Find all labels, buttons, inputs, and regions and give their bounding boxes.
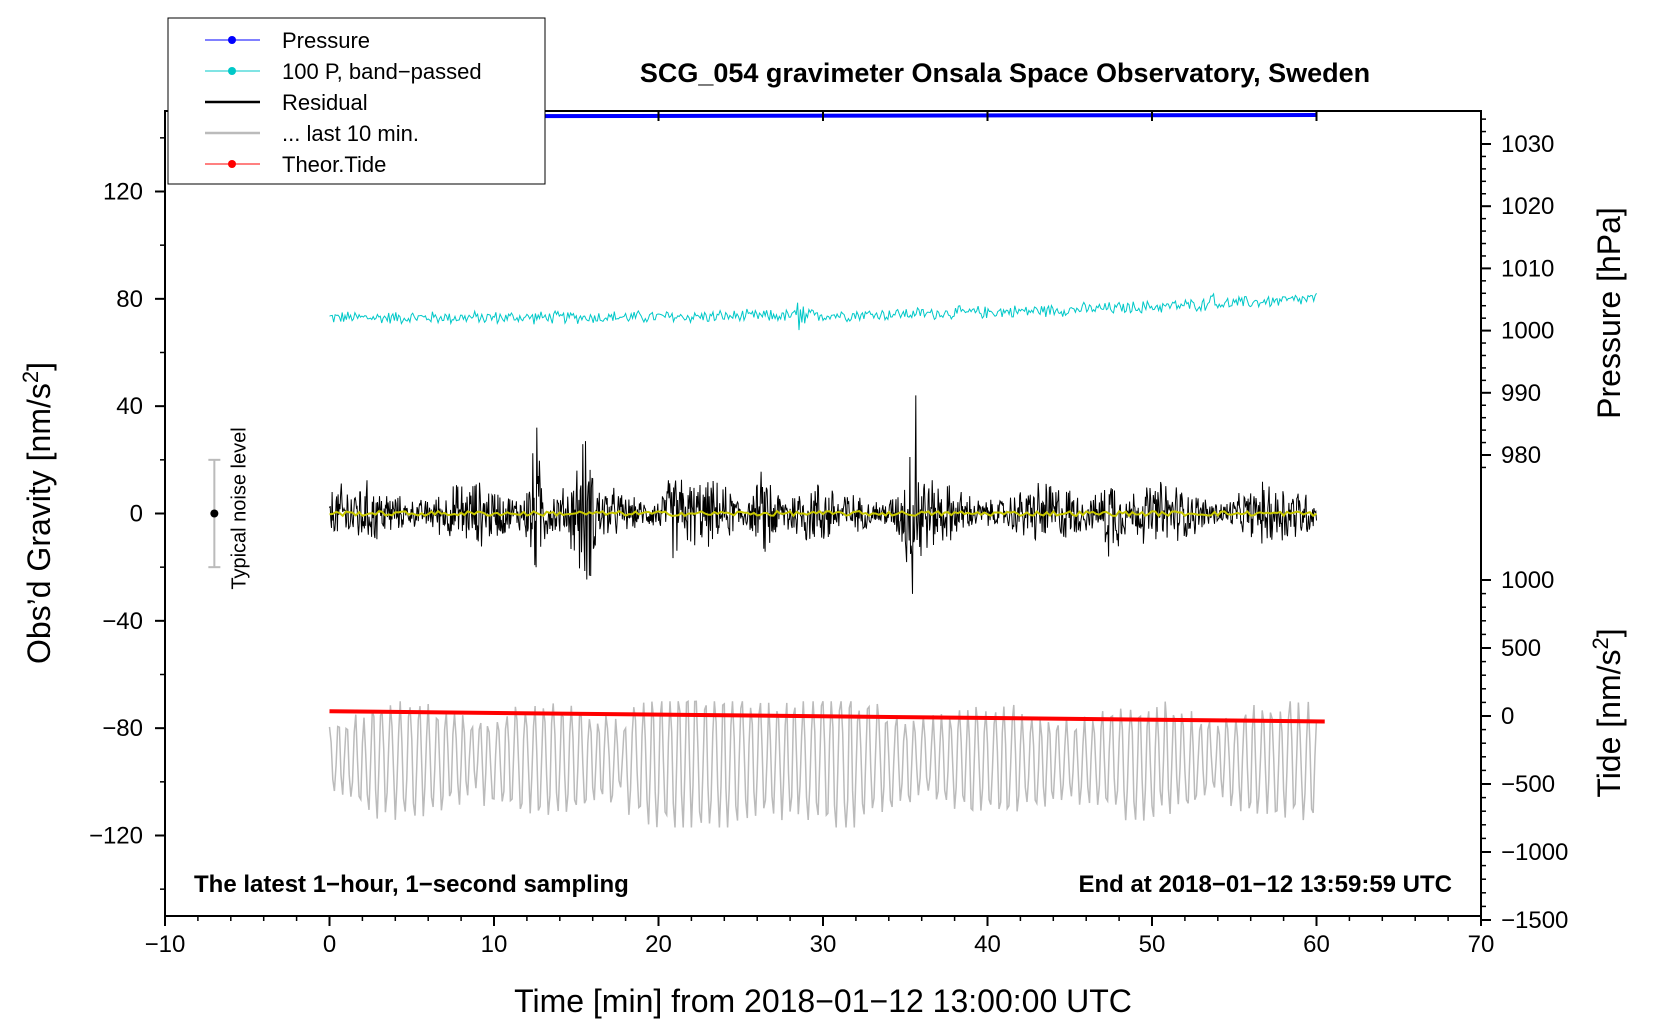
legend-label: Pressure bbox=[282, 28, 370, 53]
legend: Pressure 100 P, band−passed Residual ... la… bbox=[167, 17, 546, 185]
x-axis-title: Time [min] from 2018−01−12 13:00:00 UTC bbox=[514, 983, 1132, 1019]
annotation-sampling: The latest 1−hour, 1−second sampling bbox=[194, 871, 629, 898]
noise-level-label: Typical noise level bbox=[228, 427, 250, 589]
y-tick-label: −120 bbox=[89, 823, 143, 850]
x-tick-label: 40 bbox=[974, 931, 1001, 958]
tide-tick-label: −500 bbox=[1501, 771, 1555, 798]
pressure-tick-label: 980 bbox=[1501, 442, 1541, 469]
tide-tick-label: −1500 bbox=[1501, 907, 1568, 934]
chart-title: SCG_054 gravimeter Onsala Space Observat… bbox=[640, 58, 1370, 88]
legend-marker bbox=[228, 160, 236, 168]
pressure-axis-title: Pressure [hPa] bbox=[1591, 207, 1627, 419]
y-tick-label: 120 bbox=[103, 179, 143, 206]
x-tick-label: −10 bbox=[145, 931, 186, 958]
tide-axis-title: Tide [nm/s2] bbox=[1588, 628, 1627, 797]
pressure-tick-label: 1000 bbox=[1501, 318, 1554, 345]
x-tick-label: 70 bbox=[1468, 931, 1495, 958]
pressure-tick-label: 1030 bbox=[1501, 131, 1554, 158]
y-tick-label: 0 bbox=[130, 501, 143, 528]
legend-marker bbox=[228, 67, 236, 75]
legend-label: Residual bbox=[282, 90, 368, 115]
residual-line bbox=[329, 395, 1317, 594]
residual-smoothed-line bbox=[329, 509, 1318, 518]
pressure-tick-label: 990 bbox=[1501, 380, 1541, 407]
x-tick-label: 50 bbox=[1139, 931, 1166, 958]
series-residual-smoothed bbox=[329, 509, 1318, 518]
y-tick-label: −80 bbox=[102, 715, 143, 742]
annotation-end-time: End at 2018−01−12 13:59:59 UTC bbox=[1078, 871, 1452, 898]
legend-marker bbox=[228, 36, 236, 44]
tide-tick-label: 0 bbox=[1501, 703, 1514, 730]
x-tick-label: 20 bbox=[645, 931, 672, 958]
x-tick-label: 60 bbox=[1303, 931, 1330, 958]
tide-tick-label: 1000 bbox=[1501, 567, 1554, 594]
y-axis-left-ticks: 120 80 40 0 −40 −80 −120 bbox=[89, 137, 165, 890]
last-10-min-line bbox=[328, 699, 1318, 828]
series-band-passed-pressure bbox=[329, 292, 1317, 331]
tide-tick-label: 500 bbox=[1501, 635, 1541, 662]
noise-level-dot bbox=[210, 509, 219, 518]
legend-label: 100 P, band−passed bbox=[282, 59, 482, 84]
legend-label: Theor.Tide bbox=[282, 152, 386, 177]
tide-tick-label: −1000 bbox=[1501, 839, 1568, 866]
pressure-tick-label: 1010 bbox=[1501, 255, 1554, 282]
y-tick-label: 80 bbox=[116, 286, 143, 313]
x-tick-label: 10 bbox=[481, 931, 508, 958]
x-tick-label: 30 bbox=[810, 931, 837, 958]
x-tick-label: 0 bbox=[323, 931, 336, 958]
pressure-tick-label: 1020 bbox=[1501, 193, 1554, 220]
pressure-axis-ticks: 1030 1020 1010 1000 990 980 bbox=[1481, 118, 1554, 469]
x-axis-ticks: −10 0 10 20 30 40 50 60 70 bbox=[145, 111, 1495, 958]
y-tick-label: 40 bbox=[116, 393, 143, 420]
series-residual bbox=[329, 395, 1317, 594]
y-tick-label: −40 bbox=[102, 608, 143, 635]
noise-level-indicator: Typical noise level bbox=[208, 427, 250, 590]
y-axis-left-title: Obs’d Gravity [nm/s2] bbox=[18, 362, 57, 664]
series-last-10-min bbox=[328, 699, 1318, 828]
legend-label: ... last 10 min. bbox=[282, 121, 419, 146]
band-passed-line bbox=[329, 292, 1317, 331]
series-theoretical-tide bbox=[329, 709, 1325, 724]
tide-axis-ticks: 1000 500 0 −500 −1000 −1500 bbox=[1481, 567, 1568, 934]
tide-line bbox=[329, 709, 1325, 724]
